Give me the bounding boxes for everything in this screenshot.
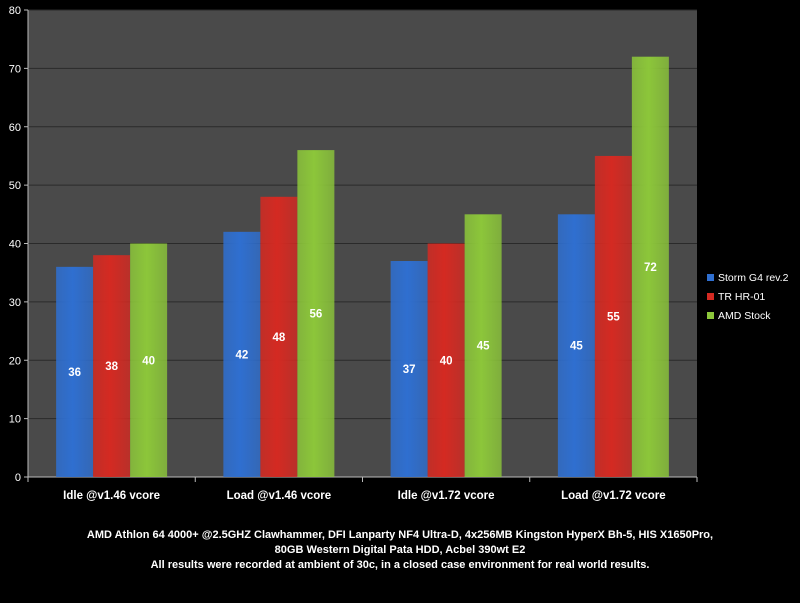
y-tick-label: 80 xyxy=(9,5,21,17)
x-tick-label: Idle @v1.46 vcore xyxy=(63,490,160,502)
data-label: 40 xyxy=(142,355,155,367)
bar xyxy=(93,255,131,477)
data-label: 55 xyxy=(607,311,620,323)
y-tick-label: 50 xyxy=(9,180,21,192)
data-label: 36 xyxy=(68,367,81,379)
y-tick-label: 20 xyxy=(9,355,21,367)
bars xyxy=(56,56,669,478)
bar xyxy=(130,243,168,477)
data-label: 37 xyxy=(403,364,416,376)
bar xyxy=(223,231,261,477)
y-axis: 0 10 20 30 40 50 60 70 80 xyxy=(9,5,29,484)
data-label: 48 xyxy=(272,332,285,344)
y-tick-label: 10 xyxy=(9,414,21,426)
bar xyxy=(464,214,502,477)
data-labels: 36 38 40 42 48 56 37 40 45 45 55 72 xyxy=(68,262,657,379)
legend-swatch xyxy=(707,274,714,281)
data-label: 72 xyxy=(644,262,657,274)
caption-line-1: AMD Athlon 64 4000+ @2.5GHZ Clawhammer, … xyxy=(86,529,714,541)
bar xyxy=(297,150,335,477)
legend-swatch xyxy=(707,312,714,319)
y-tick-label: 70 xyxy=(9,63,21,75)
legend-label: Storm G4 rev.2 xyxy=(718,272,789,284)
data-label: 40 xyxy=(440,355,453,367)
legend-swatch xyxy=(707,293,714,300)
bar xyxy=(260,196,298,478)
data-label: 45 xyxy=(570,341,583,353)
bar xyxy=(56,266,94,477)
data-label: 45 xyxy=(477,341,490,353)
bar xyxy=(631,56,669,477)
bar xyxy=(390,261,428,477)
x-tick-label: Idle @v1.72 vcore xyxy=(398,490,495,502)
caption-line-3: All results were recorded at ambient of … xyxy=(150,559,650,571)
y-tick-label: 60 xyxy=(9,122,21,134)
y-tick-label: 40 xyxy=(9,239,21,251)
legend-label: TR HR-01 xyxy=(718,291,765,303)
bar xyxy=(427,243,465,477)
caption-line-2: 80GB Western Digital Pata HDD, Acbel 390… xyxy=(274,544,526,556)
bar xyxy=(557,214,595,477)
x-axis: Idle @v1.46 vcore Load @v1.46 vcore Idle @… xyxy=(27,476,698,502)
data-label: 42 xyxy=(235,349,248,361)
bar xyxy=(594,155,632,477)
bar-chart: 0 10 20 30 40 50 60 70 80 Idle @v1.46 vcore Load … xyxy=(9,5,789,502)
data-label: 38 xyxy=(105,361,118,373)
y-tick-label: 30 xyxy=(9,297,21,309)
legend: Storm G4 rev.2 TR HR-01 AMD Stock xyxy=(707,272,789,322)
x-tick-label: Load @v1.46 vcore xyxy=(227,490,332,502)
x-tick-label: Load @v1.72 vcore xyxy=(561,490,666,502)
legend-label: AMD Stock xyxy=(718,310,771,322)
chart-caption: AMD Athlon 64 4000+ @2.5GHZ Clawhammer, … xyxy=(0,528,800,573)
y-tick-label: 0 xyxy=(15,472,21,484)
data-label: 56 xyxy=(309,309,322,321)
